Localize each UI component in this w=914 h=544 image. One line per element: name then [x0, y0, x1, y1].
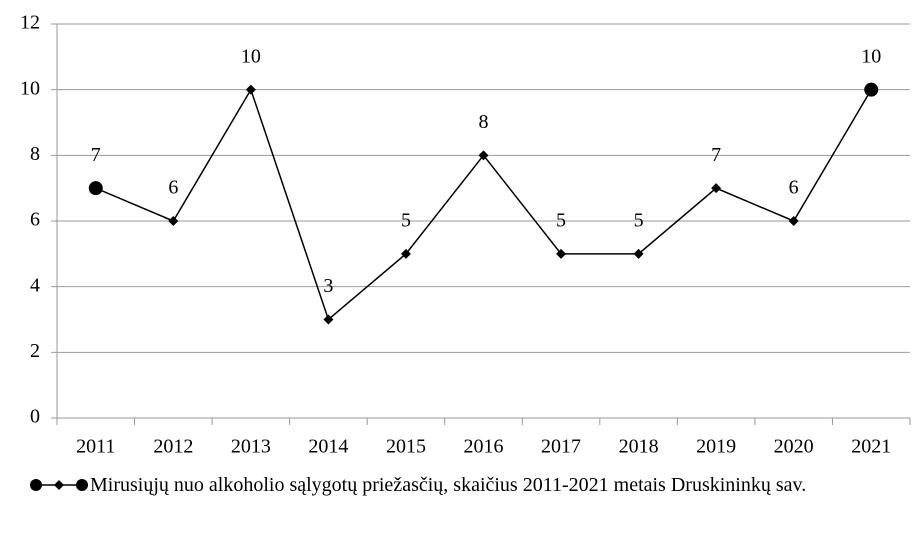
- data-point: [711, 183, 722, 194]
- data-label: 5: [634, 209, 644, 231]
- data-point: [633, 248, 644, 259]
- data-label: 7: [711, 144, 721, 166]
- data-point: [168, 216, 179, 226]
- x-tick-label: 2014: [308, 436, 348, 458]
- data-label: 3: [323, 275, 333, 297]
- x-tick-label: 2012: [153, 436, 193, 458]
- y-tick-label: 12: [20, 12, 40, 34]
- legend-marker: [30, 479, 42, 491]
- x-tick-label: 2011: [76, 436, 115, 458]
- data-label: 8: [479, 111, 489, 133]
- data-label: 6: [168, 177, 178, 199]
- y-tick-label: 4: [30, 274, 40, 296]
- data-point: [245, 84, 256, 95]
- y-tick-label: 8: [30, 143, 40, 165]
- legend-label: Mirusiųjų nuo alkoholio sąlygotų priežas…: [90, 474, 807, 496]
- legend-marker: [54, 480, 64, 490]
- y-tick-label: 10: [20, 77, 40, 99]
- x-tick-label: 2018: [619, 436, 659, 458]
- x-tick-label: 2013: [231, 436, 271, 458]
- legend-marker: [76, 479, 88, 491]
- data-label: 6: [789, 177, 799, 199]
- legend-icon: [30, 479, 88, 491]
- data-point: [88, 181, 103, 196]
- data-point: [556, 248, 567, 259]
- data-point: [478, 150, 489, 161]
- y-tick-label: 6: [30, 209, 40, 231]
- data-label: 10: [861, 45, 881, 67]
- x-tick-label: 2021: [851, 436, 891, 458]
- x-tick-label: 2017: [541, 436, 581, 458]
- data-point: [400, 248, 411, 259]
- data-label: 5: [401, 209, 411, 231]
- data-point: [323, 314, 334, 325]
- data-point: [788, 216, 799, 226]
- data-label: 5: [556, 209, 566, 231]
- data-label: 7: [91, 144, 101, 166]
- x-tick-label: 2015: [386, 436, 426, 458]
- x-tick-label: 2016: [464, 436, 504, 458]
- x-tick-label: 2020: [774, 436, 814, 458]
- x-tick-label: 2019: [696, 436, 736, 458]
- data-label: 10: [241, 45, 261, 67]
- data-point: [864, 82, 879, 97]
- y-tick-label: 0: [30, 406, 40, 428]
- y-tick-label: 2: [30, 340, 40, 362]
